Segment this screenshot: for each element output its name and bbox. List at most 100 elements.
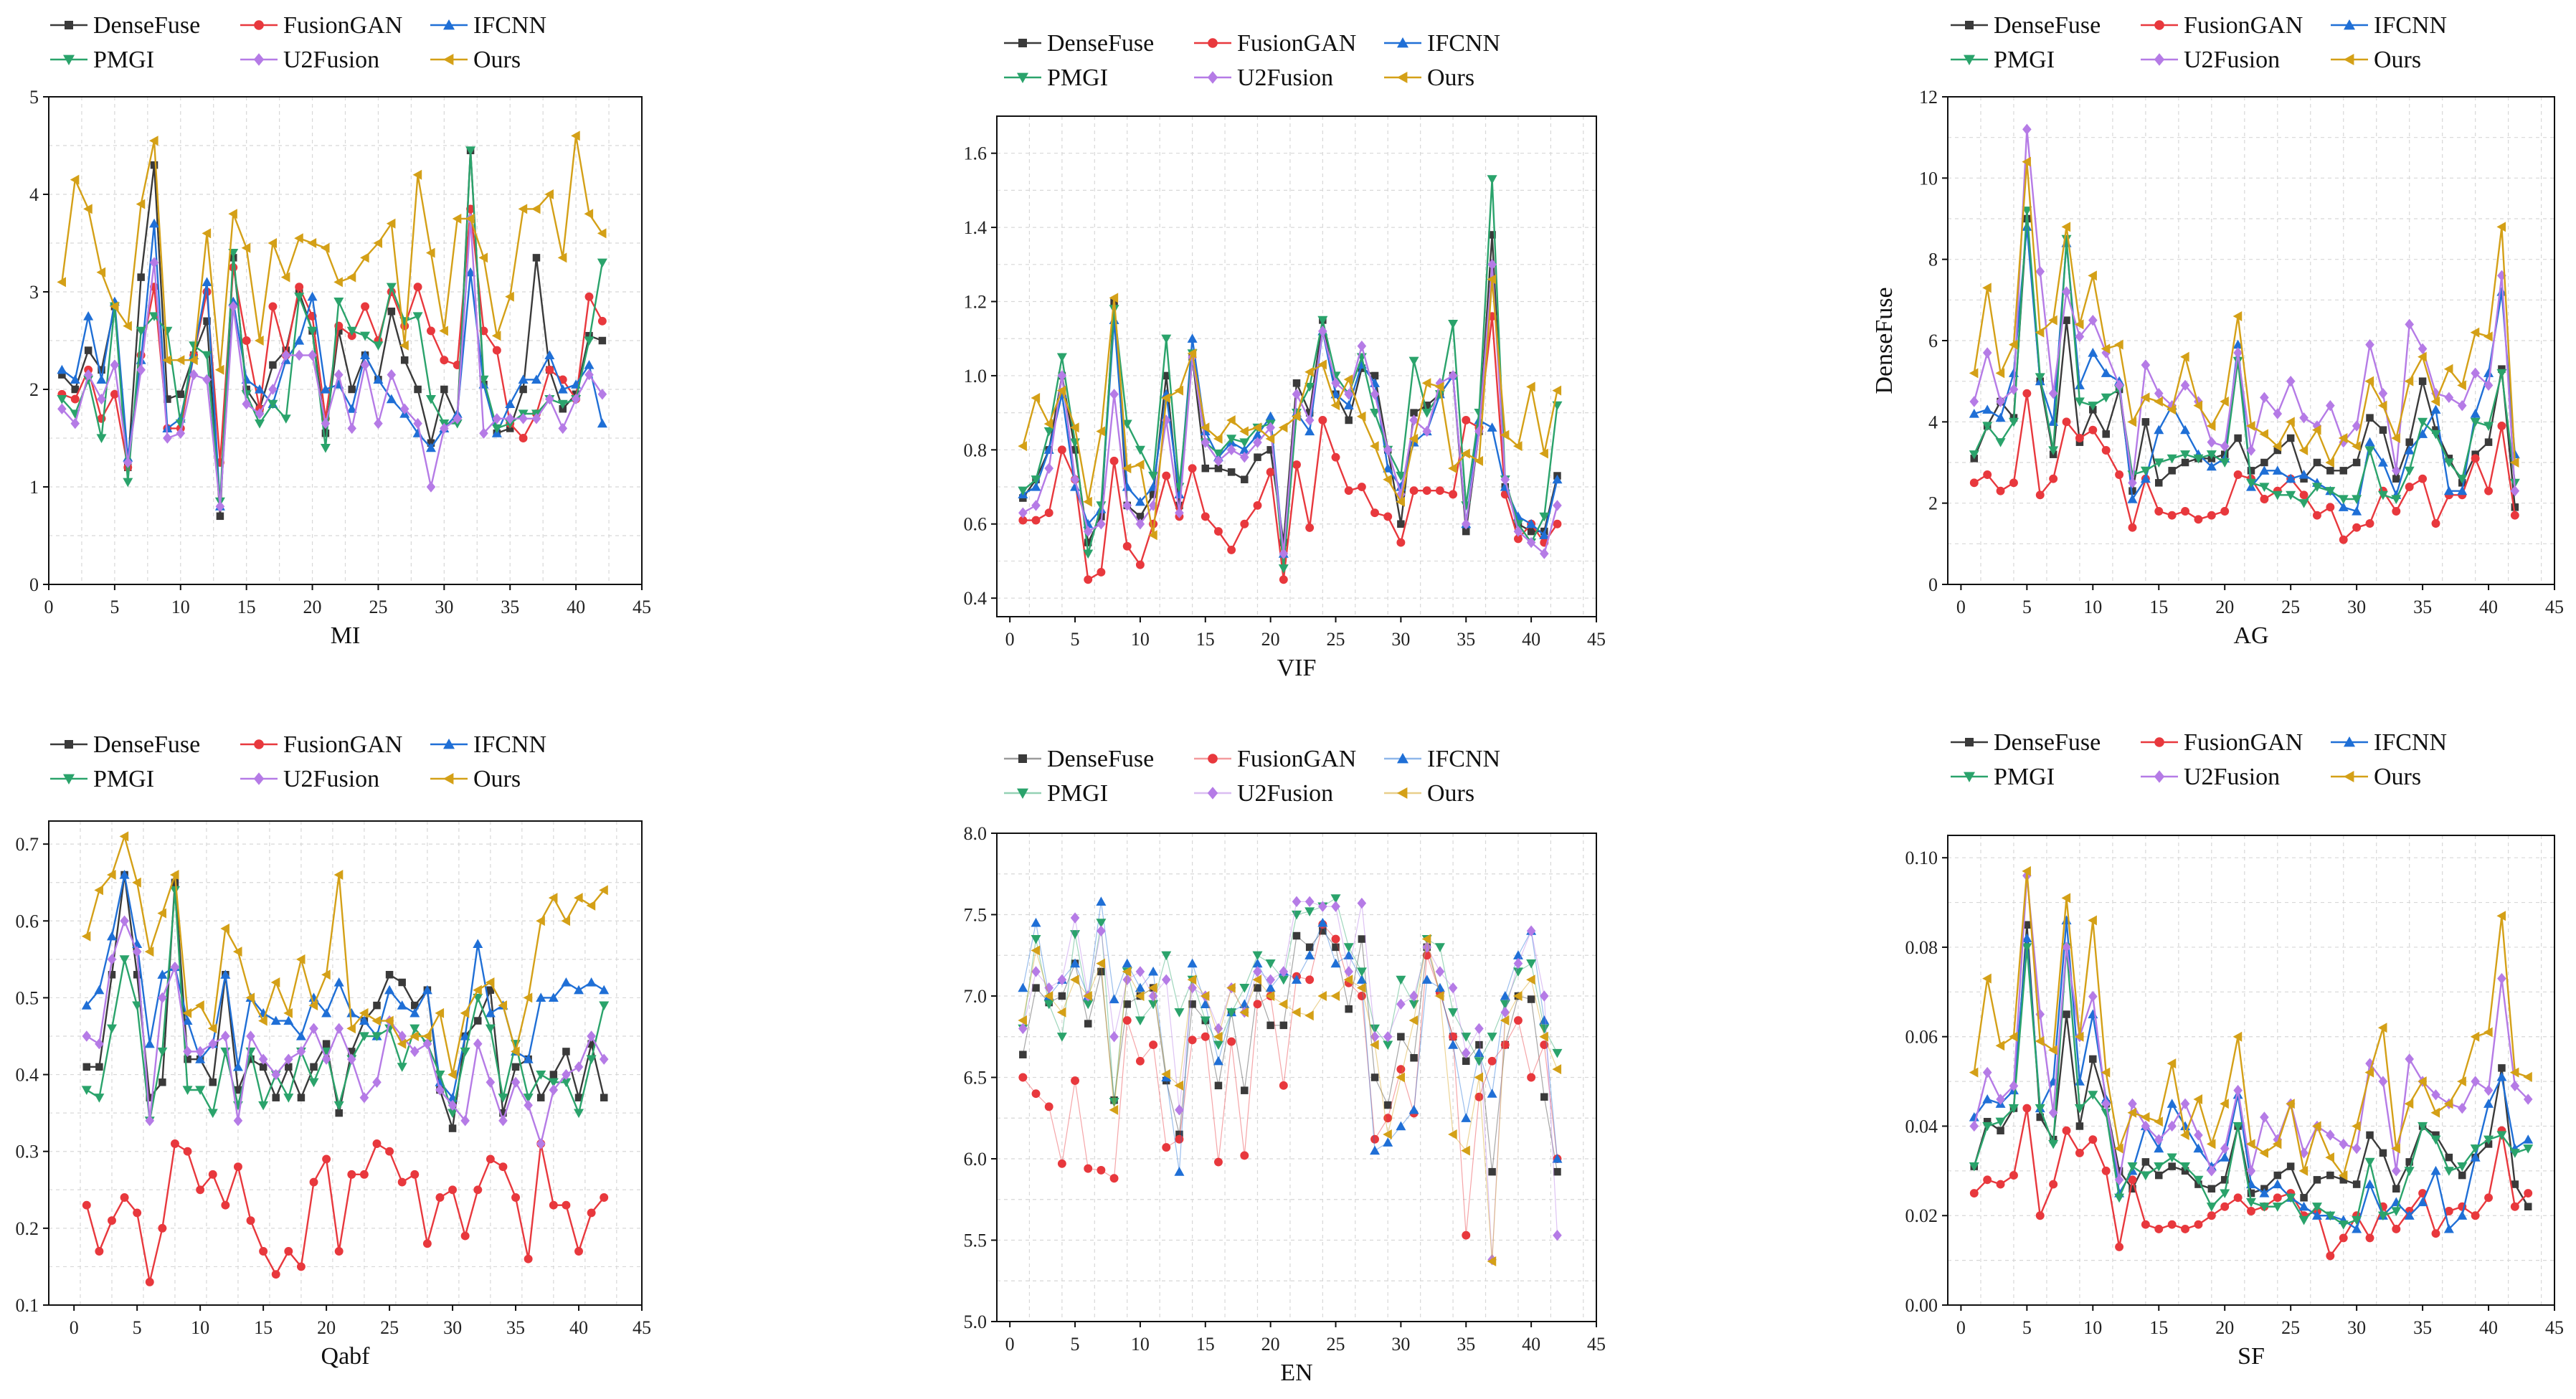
- data-point-u2fusion: [1070, 473, 1080, 485]
- data-point-ifcnn: [294, 336, 305, 345]
- data-point-ours: [498, 1000, 508, 1011]
- data-point-densefuse: [1032, 984, 1040, 992]
- data-point-ifcnn: [1461, 1113, 1472, 1122]
- data-point-u2fusion: [233, 1115, 243, 1127]
- data-point-ours: [2286, 417, 2295, 427]
- data-point-ifcnn: [2088, 1009, 2098, 1019]
- data-point-ours: [2418, 351, 2427, 362]
- data-point-ifcnn: [1500, 991, 1510, 1000]
- data-point-u2fusion: [284, 1053, 293, 1065]
- data-point-ifcnn: [1552, 1154, 1563, 1163]
- legend-label-densefuse: DenseFuse: [1994, 12, 2101, 39]
- data-point-ours: [2035, 1035, 2045, 1046]
- data-point-u2fusion: [453, 413, 463, 425]
- data-point-ifcnn: [1396, 1121, 1406, 1131]
- data-point-ifcnn: [2193, 1143, 2204, 1153]
- data-point-ours: [2022, 866, 2031, 876]
- data-point-ours: [2404, 376, 2414, 386]
- series-line-ifcnn: [61, 222, 604, 508]
- data-point-pmgi: [412, 312, 423, 321]
- chart-panel-vif: 0 5 10 15 20 25 30 35 40 45 0.4 0.6 0.8 1.0 1.2 1.4 1.6 V…: [964, 30, 1606, 681]
- data-point-fusiongan: [1253, 501, 1262, 510]
- data-point-ifcnn: [2101, 368, 2111, 377]
- data-point-u2fusion: [1540, 548, 1549, 559]
- data-point-ifcnn: [1213, 1056, 1223, 1066]
- data-point-fusiongan: [246, 1216, 255, 1225]
- data-point-ifcnn: [2418, 429, 2428, 438]
- y-tick-label: 1.4: [964, 217, 988, 238]
- data-point-densefuse: [2023, 921, 2031, 929]
- data-point-densefuse: [499, 1109, 507, 1117]
- data-point-fusiongan: [1240, 1151, 1249, 1160]
- data-point-ours: [1434, 381, 1444, 392]
- data-point-u2fusion: [1487, 259, 1497, 270]
- data-point-densefuse: [2392, 1185, 2400, 1193]
- data-point-fusiongan: [1553, 519, 1562, 528]
- data-point-fusiongan: [410, 1170, 420, 1179]
- data-point-pmgi: [2167, 454, 2177, 464]
- data-point-ours: [2114, 1143, 2123, 1154]
- data-point-ours: [2220, 397, 2229, 407]
- data-point-u2fusion: [448, 1099, 458, 1111]
- data-point-u2fusion: [123, 457, 133, 468]
- data-point-densefuse: [2286, 1162, 2295, 1170]
- data-point-u2fusion: [195, 1045, 205, 1058]
- legend-label-ifcnn: IFCNN: [2374, 12, 2447, 39]
- data-point-pmgi: [1330, 894, 1341, 904]
- data-point-fusiongan: [2022, 1104, 2032, 1113]
- data-point-pmgi: [478, 375, 489, 385]
- data-point-pmgi: [136, 326, 146, 336]
- data-point-pmgi: [1278, 975, 1289, 985]
- data-point-u2fusion: [2062, 942, 2071, 953]
- data-point-densefuse: [1319, 926, 1327, 935]
- legend-marker-u2fusion: [1207, 787, 1218, 800]
- data-point-fusiongan: [1162, 471, 1171, 480]
- data-point-ours: [1383, 1129, 1392, 1139]
- data-point-fusiongan: [1162, 1143, 1171, 1152]
- data-point-ifcnn: [548, 992, 559, 1002]
- chart-panel-sf: 0 5 10 15 20 25 30 35 40 45 0.00 0.02 0.04 0.06 0.08 0.…: [1905, 729, 2565, 1370]
- data-point-ours: [119, 831, 129, 842]
- x-tick-label: 20: [1261, 1334, 1280, 1355]
- data-point-fusiongan: [2167, 511, 2177, 520]
- data-point-fusiongan: [1031, 1089, 1041, 1099]
- series-line-fusiongan: [85, 1142, 605, 1284]
- data-point-ifcnn: [1122, 958, 1132, 968]
- data-point-fusiongan: [1983, 1175, 1992, 1185]
- x-axis-title: MI: [331, 622, 361, 649]
- data-point-ifcnn: [83, 311, 94, 321]
- data-point-ours: [1474, 455, 1484, 466]
- data-point-u2fusion: [95, 1038, 104, 1050]
- data-point-ours: [1096, 426, 1105, 437]
- data-point-ifcnn: [1122, 482, 1132, 491]
- legend-marker-pmgi: [63, 774, 75, 784]
- data-point-pmgi: [2496, 1131, 2507, 1140]
- data-point-pmgi: [2377, 1211, 2388, 1221]
- data-point-fusiongan: [2009, 478, 2018, 488]
- y-tick-label: 2: [29, 379, 39, 400]
- data-point-ifcnn: [397, 1000, 407, 1010]
- legend-marker-pmgi: [1017, 72, 1028, 83]
- data-point-fusiongan: [70, 394, 80, 404]
- data-point-ours: [1421, 378, 1431, 389]
- data-point-pmgi: [435, 1070, 445, 1080]
- data-point-ours: [439, 326, 448, 336]
- legend-marker-pmgi: [1017, 788, 1028, 799]
- data-point-ifcnn: [2457, 485, 2468, 495]
- data-point-pmgi: [119, 955, 130, 964]
- y-tick-label: 5.0: [964, 1312, 988, 1332]
- x-tick-label: 25: [1327, 629, 1345, 650]
- data-point-ours: [182, 1007, 192, 1018]
- data-point-fusiongan: [2181, 507, 2189, 516]
- data-point-ifcnn: [2364, 1179, 2375, 1189]
- data-point-ours: [1343, 974, 1353, 985]
- data-point-ours: [2470, 327, 2480, 338]
- data-point-densefuse: [1071, 446, 1079, 454]
- data-point-fusiongan: [1227, 545, 1236, 554]
- data-point-u2fusion: [294, 349, 304, 361]
- x-tick-label: 0: [1956, 597, 1966, 617]
- data-point-pmgi: [267, 399, 278, 409]
- data-point-ours: [2140, 392, 2150, 403]
- data-point-densefuse: [164, 395, 171, 403]
- data-point-pmgi: [586, 1055, 597, 1065]
